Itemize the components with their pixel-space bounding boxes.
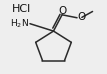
Text: O: O — [58, 6, 66, 17]
Text: O: O — [78, 12, 86, 22]
Text: H$_2$N: H$_2$N — [10, 17, 29, 30]
Text: HCl: HCl — [12, 4, 31, 14]
